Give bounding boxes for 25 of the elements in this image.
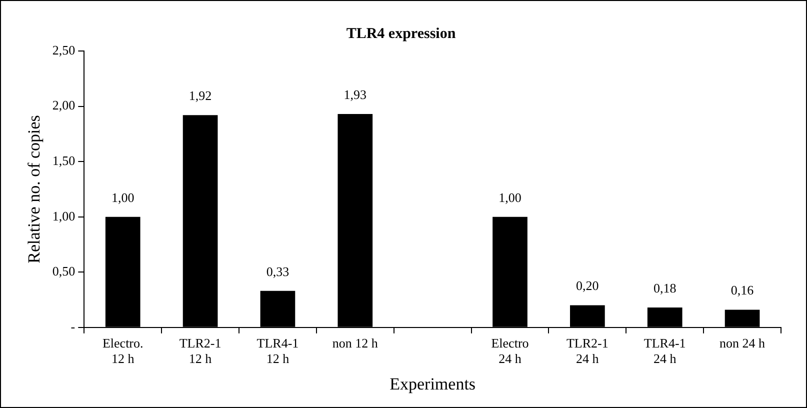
data-label: 1,93	[344, 86, 367, 102]
x-tick-label: TLR4-1 24 h	[644, 336, 686, 366]
data-label: 1,00	[111, 190, 134, 205]
data-label: 0,20	[576, 278, 599, 294]
x-tick-label: non 24 h	[720, 336, 766, 351]
data-label: 1,92	[188, 88, 212, 104]
x-tick-label: TLR2-1 24 h	[566, 336, 608, 366]
y-tick-label: 0,50	[52, 264, 76, 279]
x-tick-label: Electro. 12 h	[102, 336, 144, 366]
x-tick-label: non 12 h	[332, 336, 378, 351]
data-label: 1,00	[498, 190, 522, 205]
y-tick-label: 2,50	[52, 42, 76, 58]
x-axis-title: Experiments	[390, 374, 476, 394]
x-tick-label: Electro 24 h	[491, 336, 529, 366]
x-tick-label: TLR2-1 12 h	[179, 336, 222, 366]
data-label: 0,16	[730, 282, 754, 298]
chart-title: TLR4 expression	[346, 26, 456, 42]
y-tick-label: -	[70, 318, 76, 334]
x-tick-label: TLR4-1 12 h	[256, 336, 299, 366]
y-axis-title: Relative no. of copies	[24, 115, 44, 264]
data-label: 0,18	[653, 280, 676, 296]
y-tick-label: 1,00	[52, 208, 76, 224]
y-tick-label: 2,00	[52, 98, 76, 113]
y-tick-label: 1,50	[52, 152, 76, 168]
data-label: 0,33	[266, 264, 290, 279]
